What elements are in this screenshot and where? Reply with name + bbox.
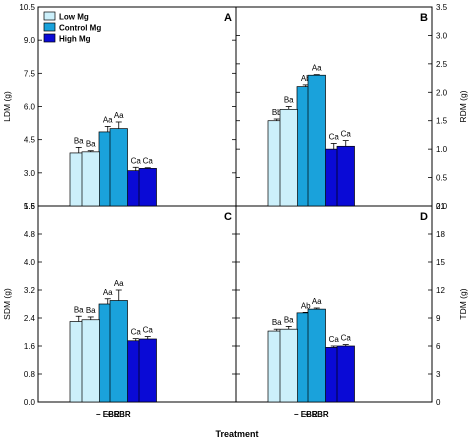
x-category-label: − EBR — [294, 410, 318, 419]
significance-label: Ca — [131, 328, 142, 337]
significance-label: Aa — [103, 115, 113, 124]
y-tick-label: 3.0 — [24, 169, 36, 178]
y-tick-label: 0.8 — [24, 370, 36, 379]
bar-low-mg — [279, 108, 298, 207]
bar-low-mg — [81, 319, 100, 403]
y-tick-label: 9.0 — [24, 36, 36, 45]
significance-label: Aa — [114, 279, 124, 288]
y-tick-label: 18 — [436, 230, 445, 239]
bar-high-mg — [138, 338, 157, 403]
significance-label: Ba — [74, 136, 84, 145]
y-axis-title: LDM (g) — [2, 91, 12, 122]
y-tick-label: 21 — [436, 202, 445, 211]
legend-item-control-mg: Control Mg — [43, 22, 101, 33]
y-tick-label: 0 — [436, 398, 441, 407]
y-tick-label: 2.4 — [24, 314, 36, 323]
y-tick-label: 1.6 — [24, 342, 36, 351]
bar-control-mg — [109, 300, 128, 403]
y-tick-label: 3.2 — [24, 286, 36, 295]
y-tick-label: 6.0 — [24, 103, 36, 112]
significance-label: Ab — [301, 301, 311, 310]
legend-item-low-mg: Low Mg — [43, 11, 89, 22]
panel-b: B 0.0 0.5 1.0 1.5 2.0 2.5 3.0 3.5 RDM (g) Bb Ab Ca Ba… — [236, 3, 468, 211]
panels: A 1.5 3.0 4.5 6.0 7.5 9.0 10.5 LDM (g) Ba Aa Ca Ba Aa… — [2, 3, 468, 407]
significance-label: Aa — [312, 64, 322, 73]
significance-label: Aa — [312, 297, 322, 306]
y-tick-label: 1.0 — [436, 145, 448, 154]
bar-high-mg — [336, 145, 355, 207]
y-tick-label: 0.0 — [436, 202, 448, 211]
significance-label: Ab — [301, 74, 311, 83]
panel-label: C — [224, 211, 232, 223]
y-axis-title: RDM (g) — [458, 90, 468, 122]
significance-label: Ca — [143, 157, 154, 166]
bar-control-mg — [307, 74, 326, 207]
legend-item-high-mg: High Mg — [43, 33, 91, 44]
y-tick-label: 7.5 — [24, 69, 36, 78]
legend-swatch — [43, 33, 56, 43]
significance-label: Ca — [143, 326, 154, 335]
y-tick-label: 1.5 — [436, 117, 448, 126]
x-category-label: + EBR — [305, 410, 329, 419]
panel-label: B — [420, 12, 428, 24]
y-tick-label: 2.5 — [436, 60, 448, 69]
bar-high-mg — [336, 345, 355, 403]
significance-label: Aa — [103, 288, 113, 297]
significance-label: Ca — [329, 335, 340, 344]
x-category-label: − EBR — [96, 410, 120, 419]
panel-label: A — [224, 12, 232, 24]
significance-label: Aa — [114, 111, 124, 120]
legend-label: Control Mg — [59, 24, 101, 33]
significance-label: Ba — [284, 96, 294, 105]
x-category-label: + EBR — [107, 410, 131, 419]
panel-a: A 1.5 3.0 4.5 6.0 7.5 9.0 10.5 LDM (g) Ba Aa Ca Ba Aa… — [2, 3, 236, 211]
legend-swatch — [43, 11, 56, 21]
y-tick-label: 0.0 — [24, 398, 36, 407]
y-tick-label: 12 — [436, 286, 445, 295]
significance-label: Ba — [272, 318, 282, 327]
y-tick-label: 10.5 — [19, 3, 35, 12]
bar-high-mg — [138, 168, 157, 207]
panel-c: C 0.0 0.8 1.6 2.4 3.2 4.0 4.8 5.6 SDM (g) Ba Aa Ca Ba… — [2, 202, 236, 407]
panel-label: D — [420, 211, 428, 223]
x-axis-title: Treatment — [215, 429, 258, 439]
y-tick-label: 3.5 — [436, 3, 448, 12]
legend: Low Mg Control Mg High Mg — [43, 11, 101, 44]
significance-label: Ba — [86, 140, 96, 149]
legend-label: Low Mg — [59, 13, 89, 22]
bar-low-mg — [279, 328, 298, 403]
y-tick-label: 2.0 — [436, 88, 448, 97]
significance-label: Bb — [272, 108, 282, 117]
y-tick-label: 0.5 — [436, 174, 448, 183]
significance-label: Ca — [341, 334, 352, 343]
y-tick-label: 4.5 — [24, 136, 36, 145]
significance-label: Ca — [329, 132, 340, 141]
y-tick-label: 4.8 — [24, 230, 36, 239]
y-axis-title: SDM (g) — [2, 288, 12, 320]
significance-label: Ba — [284, 315, 294, 324]
y-axis-title: TDM (g) — [458, 288, 468, 319]
y-tick-label: 9 — [436, 314, 441, 323]
significance-label: Ca — [341, 130, 352, 139]
y-tick-label: 3.0 — [436, 31, 448, 40]
panel-d: D 0 3 6 9 12 15 18 21 TDM (g) Ba Ab Ca Ba Aa Ca — [236, 202, 468, 407]
legend-label: High Mg — [59, 35, 91, 44]
legend-swatch — [43, 22, 56, 32]
significance-label: Ba — [86, 306, 96, 315]
bar-low-mg — [81, 151, 100, 207]
y-tick-label: 15 — [436, 258, 445, 267]
y-tick-label: 4.0 — [24, 258, 36, 267]
y-tick-label: 6 — [436, 342, 441, 351]
significance-label: Ca — [131, 156, 142, 165]
significance-label: Ba — [74, 305, 84, 314]
bar-control-mg — [307, 308, 326, 403]
y-tick-label: 1.5 — [24, 202, 36, 211]
y-tick-label: 3 — [436, 370, 441, 379]
y-tick-label: 5.6 — [24, 202, 36, 211]
bar-control-mg — [109, 128, 128, 207]
